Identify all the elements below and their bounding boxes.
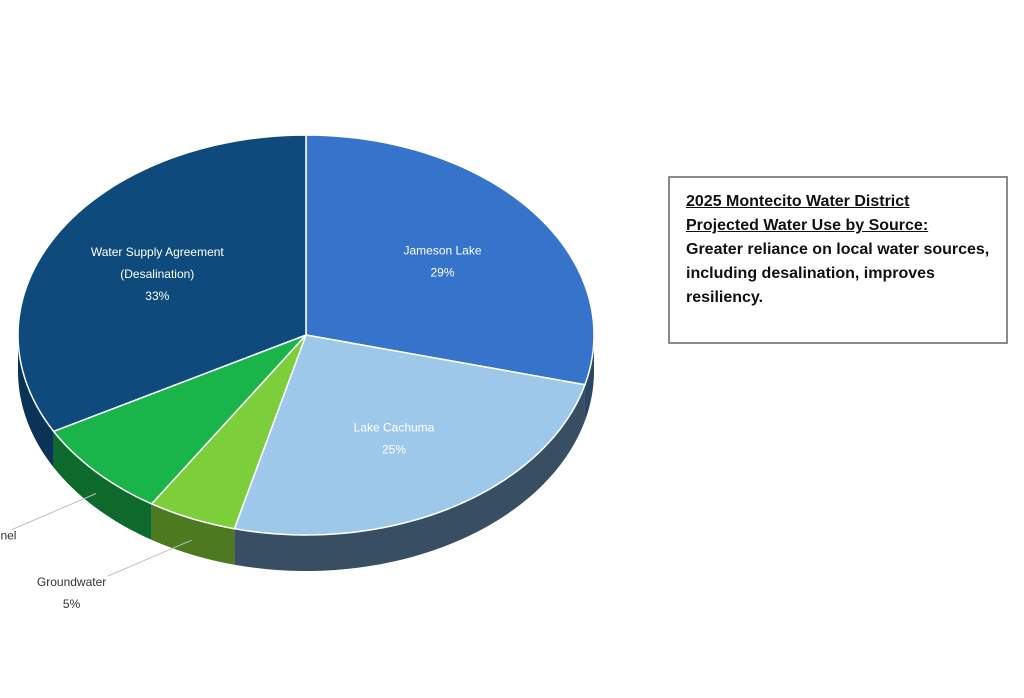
pie-slice-lake-cachuma [233,334,586,536]
slice-value-groundwater: 5% [63,597,81,611]
leader-lines [11,493,192,577]
pie-side-groundwater [151,503,235,565]
slice-label-lake-cachuma-0: Lake Cachuma [354,420,435,434]
callout-title-line1: 2025 Montecito Water District [686,193,910,210]
pie-slice-water-supply-agreement-desalination [17,134,307,433]
slice-label-groundwater: Groundwater [37,575,106,589]
pie-slice-doulton-tunnel [52,334,307,505]
callout-body: Greater reliance on local water sources,… [686,241,990,306]
slice-value-jameson-lake: 29% [430,266,454,280]
pie-sides [18,335,594,571]
slice-label-water-supply-agreement-desalination-0: Water Supply Agreement [91,245,225,259]
slice-labels: Jameson Lake 29% Lake Cachuma 25% Groundwate… [0,244,482,612]
pie-side-doulton-tunnel [53,431,152,540]
slice-label-water-supply-agreement-desalination-1: (Desalination) [120,267,194,281]
slice-value-water-supply-agreement-desalination: 33% [145,289,169,303]
slice-label-jameson-lake-0: Jameson Lake [403,244,481,258]
pie-slice-jameson-lake [305,134,595,386]
slice-label-doulton-tunnel: Doulton Tunnel [0,529,16,543]
leader-line-groundwater [107,539,192,577]
slice-value-lake-cachuma: 25% [382,442,406,456]
pie-slice-groundwater [150,334,307,530]
callout-box: 2025 Montecito Water District Projected … [668,176,1008,344]
leader-line-doulton-tunnel [11,493,97,530]
pie-slices [17,134,595,536]
pie-side-jameson-lake [584,335,594,421]
pie-side-lake-cachuma [234,384,585,571]
pie-side-water-supply-agreement-desalination [18,335,54,468]
callout-title-line2: Projected Water Use by Source: [686,217,929,234]
